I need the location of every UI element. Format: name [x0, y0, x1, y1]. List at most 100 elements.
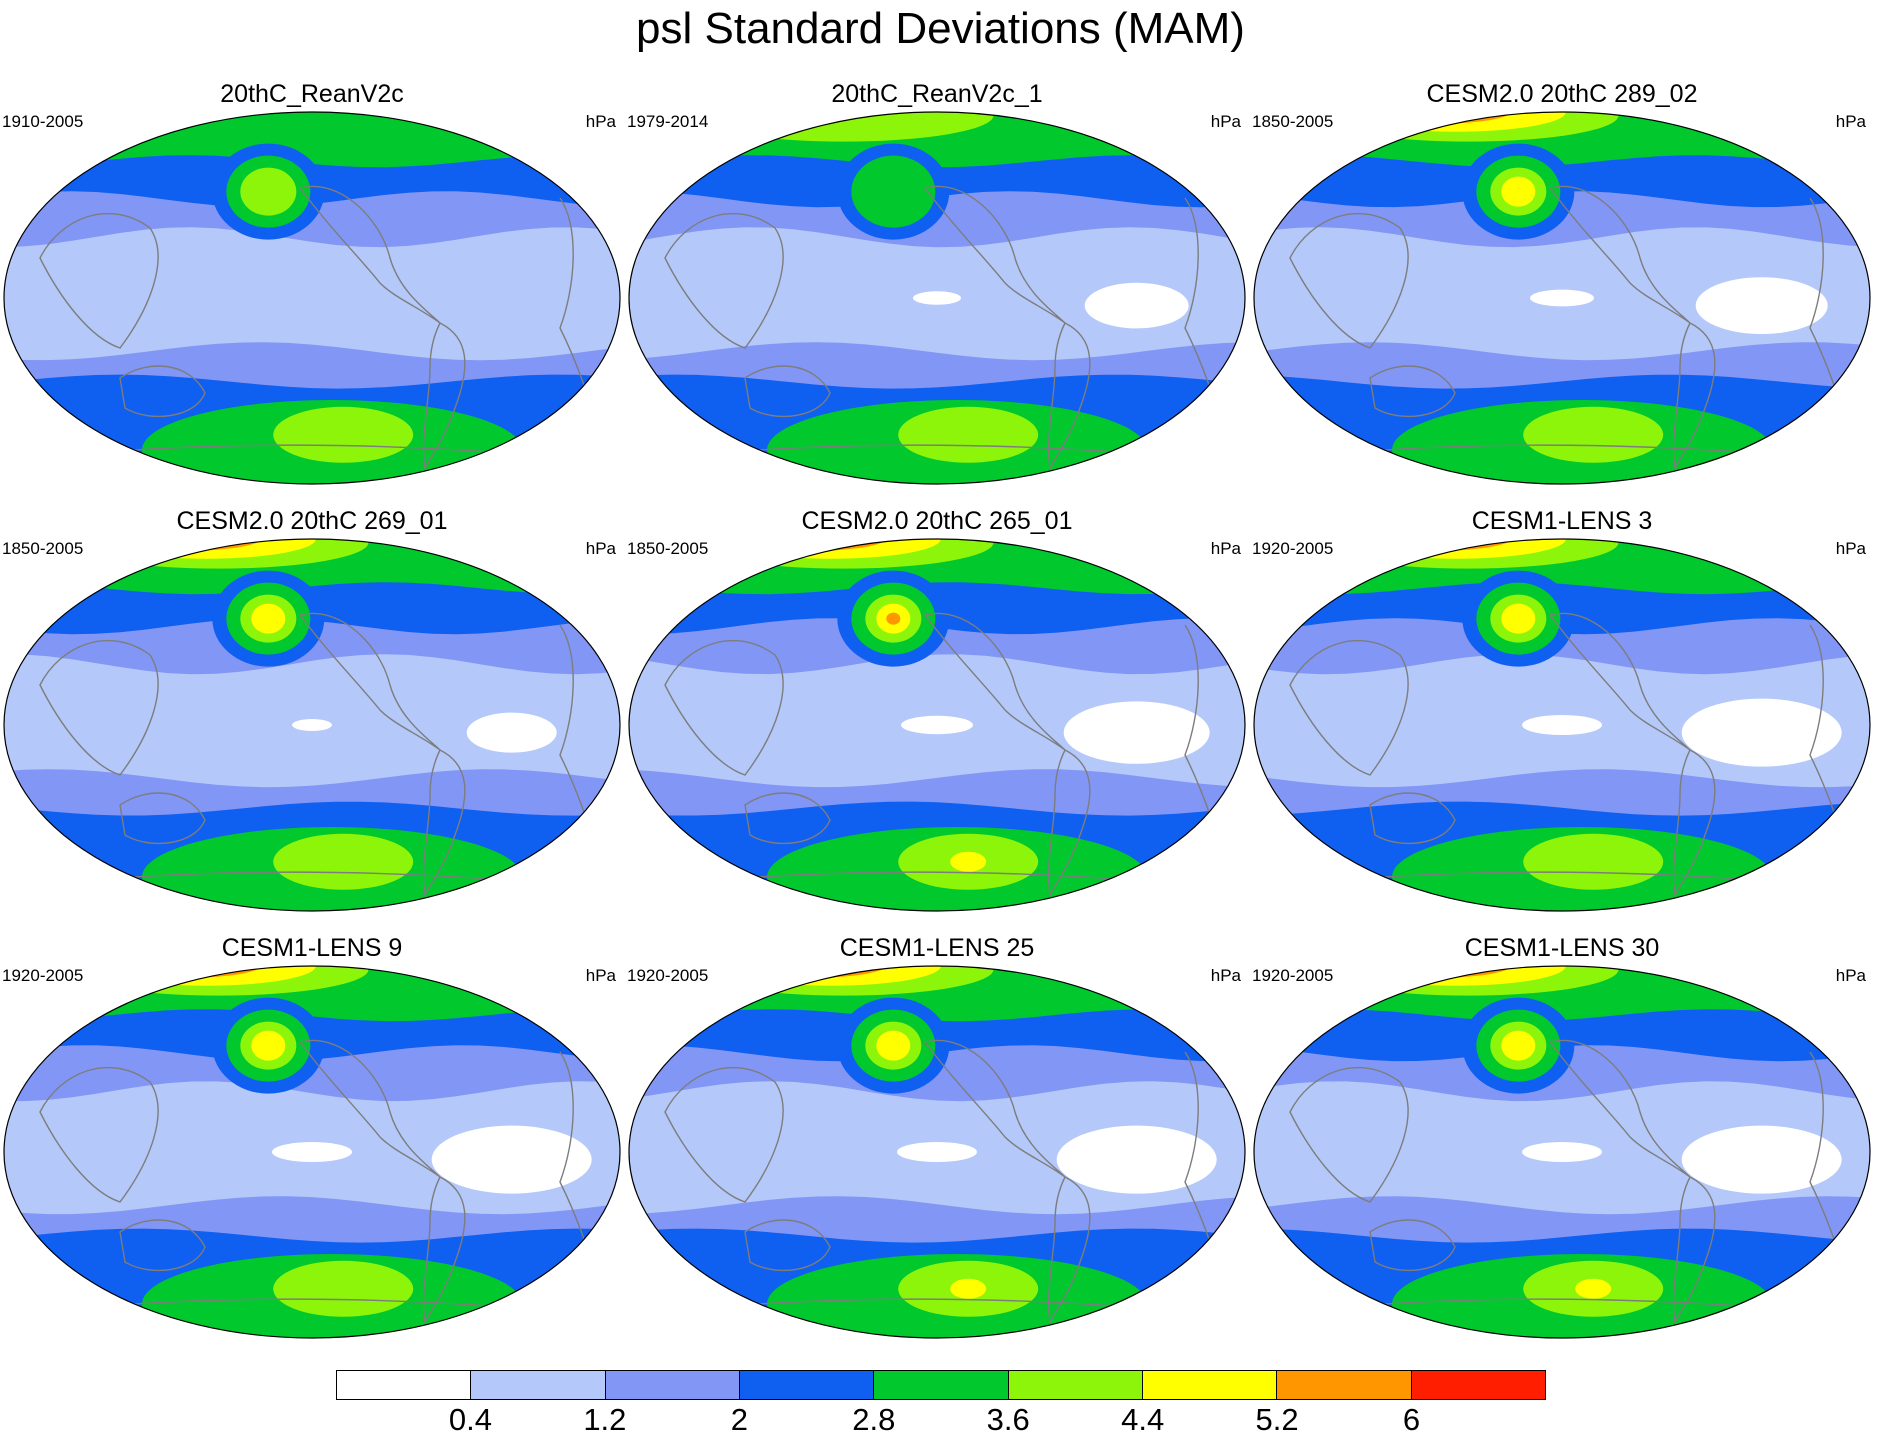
contour-fill [1695, 277, 1828, 334]
robinson-map [3, 111, 621, 485]
map-border [1253, 111, 1871, 485]
panel-period: 1910-2005 [2, 112, 84, 131]
panel-period: 1979-2014 [627, 112, 709, 131]
colorbar-box [874, 1371, 1009, 1399]
contour-fill [431, 1125, 592, 1194]
colorbar-box [1008, 1371, 1143, 1399]
contour-fill [273, 406, 414, 463]
robinson-map [628, 111, 1246, 485]
panel-title: CESM1-LENS 9 [221, 934, 403, 962]
contour-fill [240, 167, 297, 216]
contour-fill [1681, 698, 1842, 767]
map-border [3, 965, 621, 1339]
panel-period: 1920-2005 [1252, 966, 1334, 985]
contour-fill [273, 1260, 414, 1317]
contour-fill [1522, 1142, 1602, 1162]
panel-title: 20thC_ReanV2c [220, 80, 404, 108]
contour-fill [913, 291, 961, 305]
panel-period: 1920-2005 [627, 966, 709, 985]
contour-fill [901, 715, 973, 735]
contour-fill [251, 1030, 286, 1061]
contour-fill [1501, 603, 1536, 634]
panel-units: hPa [1210, 112, 1241, 131]
robinson-map [1253, 111, 1871, 485]
map-border [3, 111, 621, 485]
panel-title: CESM2.0 20thC 289_02 [1426, 80, 1698, 108]
contour-fill [739, 539, 860, 548]
contour-fill [886, 612, 901, 625]
colorbar-box [1411, 1371, 1545, 1399]
figure-title: psl Standard Deviations (MAM) [636, 4, 1245, 53]
contour-fill [851, 155, 936, 228]
panel-period: 1920-2005 [1252, 539, 1334, 558]
panel-units: hPa [585, 966, 616, 985]
contour-fill [1084, 282, 1189, 329]
robinson-map [1253, 965, 1871, 1339]
colorbar-tick-label: 3.6 [986, 1402, 1030, 1437]
panel-period: 1850-2005 [627, 539, 709, 558]
colorbar-tick-label: 5.2 [1255, 1402, 1299, 1437]
map-border [628, 965, 1246, 1339]
contour-fill [1056, 1125, 1217, 1194]
panel-units: hPa [1210, 539, 1241, 558]
panel-units: hPa [1835, 966, 1866, 985]
map-border [1253, 965, 1871, 1339]
contour-fill [876, 1030, 911, 1061]
panel-units: hPa [585, 112, 616, 131]
contour-fill [1063, 701, 1210, 764]
panel-title: 20thC_ReanV2c_1 [831, 80, 1043, 108]
map-panel: CESM2.0 20thC 289_02 1850-2005 hPa [1250, 78, 1874, 498]
contour-fill [466, 712, 557, 753]
contour-fill [273, 833, 414, 890]
contour-fill [1501, 1030, 1536, 1061]
map-panel: CESM1-LENS 3 1920-2005 hPa [1250, 505, 1874, 925]
panel-title: CESM1-LENS 3 [1471, 507, 1653, 535]
colorbar-tick-label: 6 [1402, 1402, 1421, 1437]
contour-fill [1522, 715, 1602, 735]
contour-fill [1681, 1125, 1842, 1194]
map-panel: CESM2.0 20thC 265_01 1850-2005 hPa [625, 505, 1249, 925]
contour-fill [1530, 289, 1594, 307]
contour-fill [114, 539, 235, 548]
panel-period: 1850-2005 [2, 539, 84, 558]
colorbar-box [1277, 1371, 1412, 1399]
panel-period: 1850-2005 [1252, 112, 1334, 131]
panel-period: 1920-2005 [2, 966, 84, 985]
contour-fill [898, 406, 1039, 463]
map-panel: CESM2.0 20thC 269_01 1850-2005 hPa [0, 505, 624, 925]
contour-fill [292, 719, 332, 731]
colorbar-tick-label: 1.2 [583, 1402, 627, 1437]
panel-title: CESM1-LENS 25 [839, 934, 1035, 962]
panel-units: hPa [1835, 539, 1866, 558]
map-border [1253, 538, 1871, 912]
map-panel: CESM1-LENS 25 1920-2005 hPa [625, 932, 1249, 1352]
panel-units: hPa [585, 539, 616, 558]
panel-units: hPa [1835, 112, 1866, 131]
colorbar-tick-label: 0.4 [448, 1402, 492, 1437]
panel-title: CESM2.0 20thC 269_01 [176, 507, 448, 535]
colorbar-box [337, 1371, 472, 1399]
map-panel: CESM1-LENS 9 1920-2005 hPa [0, 932, 624, 1352]
colorbar-tick-labels: 0.4 1.2 2 2.8 3.6 4.4 5.2 6 [336, 1402, 1546, 1438]
map-border [3, 538, 621, 912]
robinson-map [628, 965, 1246, 1339]
panel-title: CESM1-LENS 30 [1464, 934, 1660, 962]
colorbar-box [1142, 1371, 1278, 1399]
panel-units: hPa [1210, 966, 1241, 985]
robinson-map [3, 538, 621, 912]
colorbar-tick-label: 4.4 [1121, 1402, 1165, 1437]
colorbar [336, 1370, 1546, 1400]
map-panel: 20thC_ReanV2c 1910-2005 hPa [0, 78, 624, 498]
colorbar-tick-label: 2.8 [852, 1402, 896, 1437]
contour-fill [1575, 1278, 1612, 1299]
robinson-map [1253, 538, 1871, 912]
map-panel: CESM1-LENS 30 1920-2005 hPa [1250, 932, 1874, 1352]
map-panel: 20thC_ReanV2c_1 1979-2014 hPa [625, 78, 1249, 498]
contour-fill [950, 1278, 987, 1299]
colorbar-tick-label: 2 [730, 1402, 748, 1437]
contour-fill [1364, 112, 1485, 121]
contour-fill [272, 1142, 352, 1162]
contour-fill [4, 112, 620, 168]
contour-fill [897, 1142, 977, 1162]
colorbar-box [605, 1371, 740, 1399]
